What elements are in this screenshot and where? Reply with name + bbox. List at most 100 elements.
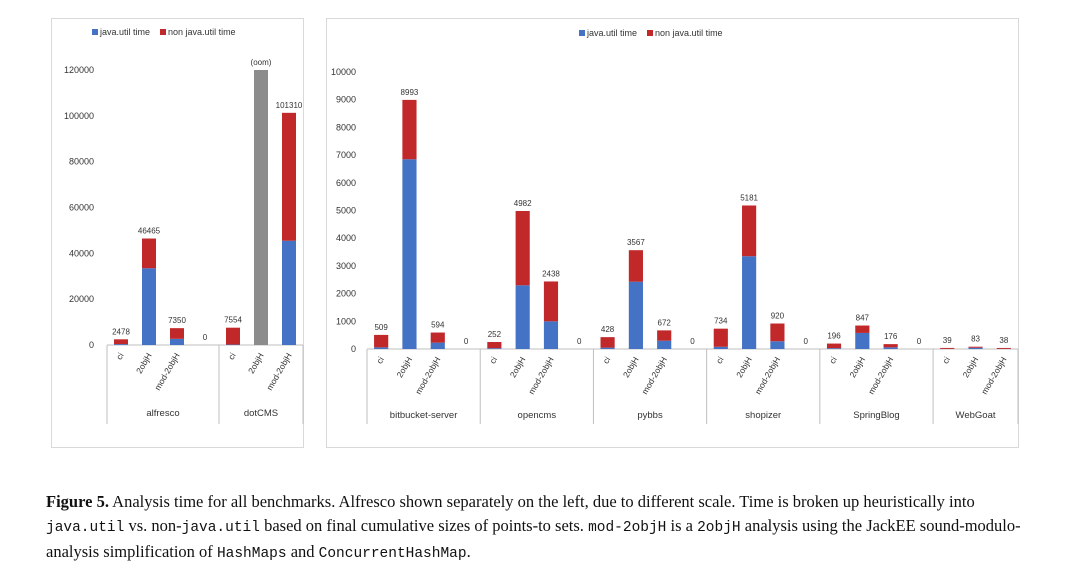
y-tick-label: 6000: [336, 178, 356, 188]
y-tick-label: 80000: [69, 157, 94, 167]
oom-bar: [254, 70, 268, 345]
java-bar-segment: [170, 338, 184, 345]
x-tick-label: ci: [226, 351, 238, 361]
x-tick-label: 2objH: [961, 355, 981, 379]
caption-code: java.util: [181, 520, 260, 536]
nonjava-bar-segment: [628, 250, 643, 282]
nonjava-bar-segment: [600, 337, 615, 348]
java-swatch-icon: [579, 30, 585, 36]
bar-value-label: 0: [690, 337, 695, 346]
bar-value-label: 594: [431, 321, 445, 330]
x-tick-label: 2objH: [246, 351, 266, 375]
right-chart-panel: java.util time non java.util time 0 1000 2…: [326, 18, 1019, 448]
x-tick-label: mod-2objH: [152, 351, 181, 392]
bar-value-label: 196: [827, 332, 841, 341]
java-bar-segment: [430, 342, 445, 349]
nonjava-bar-segment: [515, 210, 530, 286]
nonjava-bar-segment: [968, 346, 983, 348]
caption-code: ConcurrentHashMap: [318, 546, 467, 562]
legend-label-nonjava: non java.util time: [168, 27, 236, 37]
bar-value-label: 0: [577, 337, 582, 346]
x-tick-label: mod-2objH: [526, 355, 555, 396]
bar-value-label: 734: [714, 317, 728, 326]
bar-value-label: 8993: [401, 88, 419, 97]
bar-value-label: 672: [658, 318, 672, 327]
x-tick-label: ci: [827, 355, 839, 365]
x-tick-label: ci: [714, 355, 726, 365]
x-tick-label: 2objH: [134, 351, 154, 375]
caption-text: analysis using the JackEE sound-modulo-a…: [46, 516, 1021, 561]
nonjava-bar-segment: [543, 281, 559, 322]
bar-value-label: 4982: [514, 199, 532, 208]
bar-value-label: 46465: [138, 227, 161, 236]
left-bar-chart: 0 20000 40000 60000 80000 100000 120000 2478 ci 4…: [64, 58, 304, 424]
bar-value-label: 83: [971, 335, 980, 344]
right-legend: java.util time non java.util time: [579, 28, 723, 38]
java-bar-segment: [114, 344, 128, 345]
y-tick-label: 120000: [64, 65, 94, 75]
group-label: dotCMS: [244, 408, 278, 419]
group-label: SpringBlog: [853, 410, 899, 421]
bar-value-label: 0: [917, 337, 922, 346]
java-bar-segment: [713, 346, 728, 349]
left-chart-panel: java.util time non java.util time 0 20000…: [51, 18, 304, 448]
x-tick-label: 2objH: [621, 355, 641, 379]
caption-code: 2objH: [697, 520, 741, 536]
bar-value-label: 0: [803, 337, 808, 346]
nonjava-bar-segment: [855, 325, 870, 333]
left-legend: java.util time non java.util time: [92, 27, 236, 37]
java-bar-segment: [742, 256, 757, 349]
legend-label-java: java.util time: [100, 27, 151, 37]
y-tick-label: 60000: [69, 203, 94, 213]
y-tick-label: 20000: [69, 294, 94, 304]
y-tick-label: 10000: [331, 67, 356, 77]
java-bar-segment: [883, 347, 898, 349]
java-bar-segment: [826, 348, 842, 349]
nonjava-bar-segment: [713, 328, 728, 347]
group-label: pybbs: [637, 410, 663, 421]
y-tick-label: 0: [351, 344, 356, 354]
java-bar-segment: [515, 285, 530, 349]
nonjava-bar-segment: [142, 238, 156, 269]
bar-value-label: 2438: [542, 269, 560, 278]
java-swatch-icon: [92, 29, 98, 35]
bar-value-label: 920: [771, 312, 785, 321]
bar-value-label: 847: [856, 314, 870, 323]
legend-item-nonjava: non java.util time: [647, 28, 723, 38]
x-tick-label: mod-2objH: [979, 355, 1008, 396]
caption-text: based on final cumulative sizes of point…: [259, 516, 589, 535]
nonjava-bar-segment: [402, 99, 417, 160]
group-label: bitbucket-server: [390, 410, 458, 421]
y-tick-label: 9000: [336, 95, 356, 105]
caption-text: .: [466, 542, 471, 561]
x-tick-label: mod-2objH: [866, 355, 895, 396]
java-bar-segment: [657, 340, 672, 349]
nonjava-swatch-icon: [647, 30, 654, 36]
x-tick-label: mod-2objH: [639, 355, 668, 396]
caption-text: and: [286, 542, 319, 561]
y-tick-label: 3000: [336, 261, 356, 271]
bar-value-label: 7554: [224, 316, 242, 325]
nonjava-bar-segment: [282, 112, 296, 241]
y-tick-label: 0: [89, 340, 94, 350]
java-bar-segment: [282, 240, 296, 345]
x-tick-label: ci: [601, 355, 613, 365]
nonjava-bar-segment: [170, 328, 184, 339]
java-bar-segment: [142, 268, 156, 345]
x-tick-label: mod-2objH: [413, 355, 442, 396]
nonjava-bar-segment: [826, 343, 842, 349]
java-bar-segment: [968, 347, 983, 349]
x-tick-label: ci: [374, 355, 386, 365]
java-bar-segment: [543, 321, 559, 349]
nonjava-bar-segment: [770, 323, 785, 342]
bar-value-label: 176: [884, 332, 898, 341]
nonjava-bar-segment: [226, 327, 240, 345]
legend-item-java: java.util time: [579, 28, 637, 38]
caption-code: HashMaps: [216, 546, 287, 562]
bar-value-label: 39: [943, 336, 952, 345]
x-tick-label: ci: [940, 355, 952, 365]
figure-caption: Figure 5. Analysis time for all benchmar…: [46, 490, 1046, 566]
y-tick-label: 1000: [336, 316, 356, 326]
legend-item-java: java.util time: [92, 27, 150, 37]
x-tick-label: 2objH: [394, 355, 414, 379]
